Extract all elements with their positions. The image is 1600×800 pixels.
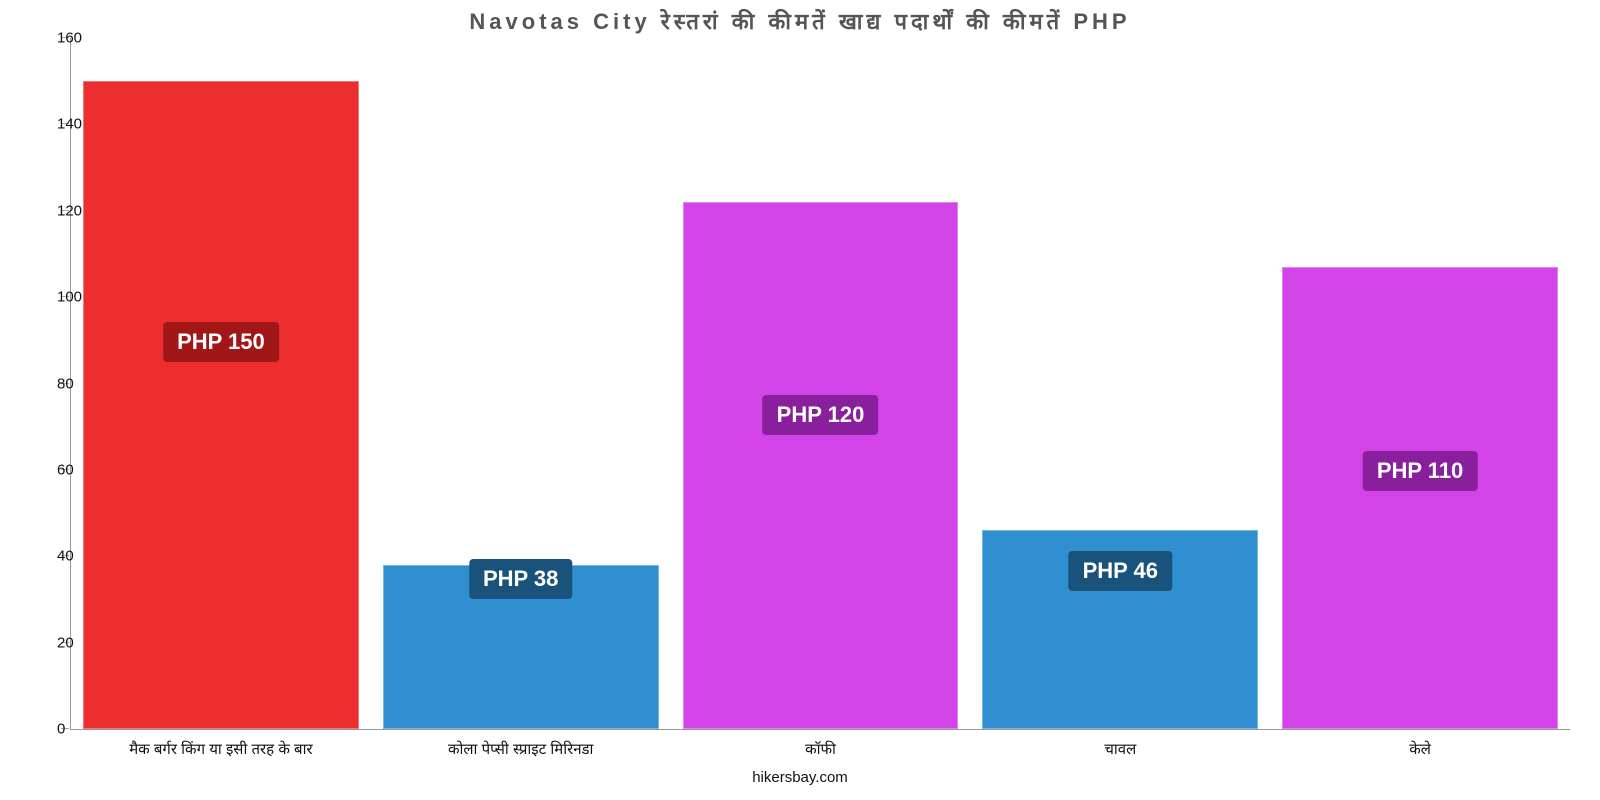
bar	[83, 81, 359, 729]
chart-slot: PHP 120कॉफी	[671, 38, 971, 729]
value-badge: PHP 120	[763, 395, 879, 435]
x-category-label: केले	[1270, 739, 1570, 759]
value-badge: PHP 150	[163, 322, 279, 362]
value-badge: PHP 110	[1363, 451, 1477, 491]
x-category-label: मैक बर्गर किंग या इसी तरह के बार	[71, 739, 371, 759]
x-category-label: चावल	[970, 739, 1270, 759]
bar	[683, 202, 959, 729]
x-category-label: कॉफी	[671, 739, 971, 759]
bar	[1282, 267, 1558, 729]
value-badge: PHP 46	[1069, 551, 1172, 591]
chart-slot: PHP 46चावल	[970, 38, 1270, 729]
value-badge: PHP 38	[469, 559, 572, 599]
chart-slot: PHP 38कोला पेप्सी स्प्राइट मिरिनडा	[371, 38, 671, 729]
plot-area: 020406080100120140160PHP 150मैक बर्गर कि…	[70, 38, 1570, 730]
attribution-text: hikersbay.com	[0, 769, 1600, 786]
chart-slot: PHP 150मैक बर्गर किंग या इसी तरह के बार	[71, 38, 371, 729]
chart-title: Navotas City रेस्तरां की कीमतें खाद्य पद…	[0, 6, 1600, 36]
price-bar-chart: Navotas City रेस्तरां की कीमतें खाद्य पद…	[0, 0, 1600, 800]
chart-slot: PHP 110केले	[1270, 38, 1570, 729]
x-category-label: कोला पेप्सी स्प्राइट मिरिनडा	[371, 739, 671, 759]
